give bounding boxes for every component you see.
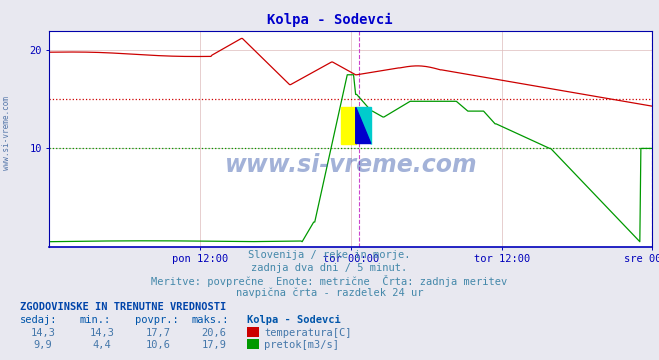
Text: maks.:: maks.: xyxy=(191,315,229,325)
Text: Slovenija / reke in morje.: Slovenija / reke in morje. xyxy=(248,250,411,260)
Text: 17,7: 17,7 xyxy=(146,328,171,338)
Text: Meritve: povprečne  Enote: metrične  Črta: zadnja meritev: Meritve: povprečne Enote: metrične Črta:… xyxy=(152,275,507,287)
Text: www.si-vreme.com: www.si-vreme.com xyxy=(225,153,477,176)
Text: Kolpa - Sodevci: Kolpa - Sodevci xyxy=(247,315,341,325)
Text: Kolpa - Sodevci: Kolpa - Sodevci xyxy=(267,13,392,27)
Text: navpična črta - razdelek 24 ur: navpična črta - razdelek 24 ur xyxy=(236,288,423,298)
Text: temperatura[C]: temperatura[C] xyxy=(264,328,352,338)
Text: 14,3: 14,3 xyxy=(90,328,115,338)
Text: 4,4: 4,4 xyxy=(93,340,111,350)
Polygon shape xyxy=(356,107,371,144)
Text: 14,3: 14,3 xyxy=(30,328,55,338)
Polygon shape xyxy=(356,107,371,144)
Text: www.si-vreme.com: www.si-vreme.com xyxy=(2,96,11,170)
Text: min.:: min.: xyxy=(79,315,110,325)
Text: zadnja dva dni / 5 minut.: zadnja dva dni / 5 minut. xyxy=(251,263,408,273)
Bar xyxy=(341,107,356,144)
Text: 9,9: 9,9 xyxy=(34,340,52,350)
Text: ZGODOVINSKE IN TRENUTNE VREDNOSTI: ZGODOVINSKE IN TRENUTNE VREDNOSTI xyxy=(20,302,226,312)
Text: 20,6: 20,6 xyxy=(202,328,227,338)
Text: 10,6: 10,6 xyxy=(146,340,171,350)
Text: pretok[m3/s]: pretok[m3/s] xyxy=(264,340,339,350)
Text: 17,9: 17,9 xyxy=(202,340,227,350)
Text: sedaj:: sedaj: xyxy=(20,315,57,325)
Text: povpr.:: povpr.: xyxy=(135,315,179,325)
